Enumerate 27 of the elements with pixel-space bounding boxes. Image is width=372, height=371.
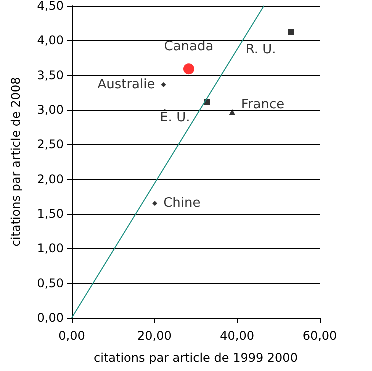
y-tick-label: 2,50 — [37, 138, 64, 152]
point — [183, 64, 194, 75]
series-label: É. U. — [160, 108, 190, 126]
y-tick-label: 1,00 — [37, 242, 64, 256]
y-tick-label: 4,00 — [37, 34, 64, 48]
series-label: France — [241, 98, 285, 113]
x-tick-label: 20,00 — [137, 329, 172, 343]
point — [161, 82, 166, 88]
y-tick-label: 0,50 — [37, 276, 64, 290]
point — [152, 201, 158, 206]
y-tick-label: 1,50 — [37, 207, 64, 221]
series-label: Chine — [164, 196, 201, 212]
y-tick-label: 3,50 — [37, 68, 64, 82]
y-tick-label: 0,00 — [37, 311, 64, 325]
y-tick-label: 3,00 — [37, 103, 64, 117]
series-label: Australie — [98, 78, 156, 93]
x-tick-label: 0,00 — [58, 329, 86, 343]
y-axis-title: citations par article de 2008 — [9, 77, 23, 247]
series-label: Canada — [164, 40, 214, 55]
point — [229, 109, 236, 116]
y-tick-label: 2,00 — [37, 172, 64, 186]
x-axis-title: citations par article de 1999 2000 — [94, 351, 298, 365]
y-tick-label: 4,50 — [37, 0, 64, 13]
x-tick-label: 40,00 — [220, 329, 255, 343]
point — [288, 29, 294, 36]
x-tick-label: 60,00 — [302, 329, 338, 343]
series-label: R. U. — [246, 42, 276, 58]
